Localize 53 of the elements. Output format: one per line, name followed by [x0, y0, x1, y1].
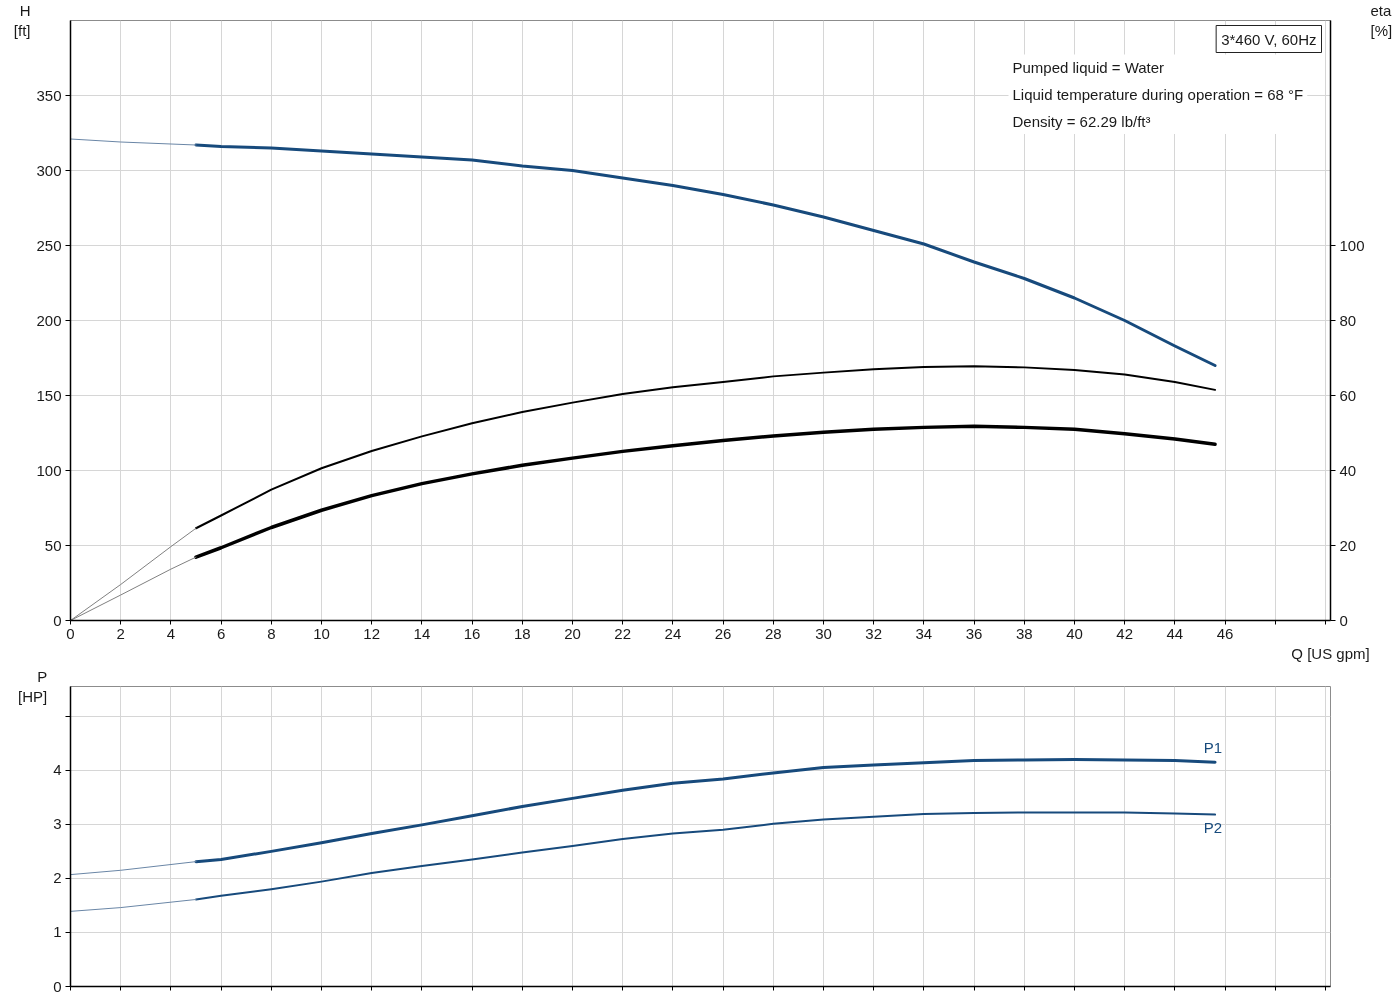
y-tick-label: 4 — [53, 761, 62, 779]
x-tick-label: 14 — [413, 624, 431, 642]
y2-tick-label: 60 — [1339, 386, 1357, 404]
x-tick-label: 20 — [564, 624, 581, 642]
y-tick-label: 3 — [53, 815, 62, 833]
x-tick-label: 12 — [363, 624, 381, 642]
x-tick-label: 8 — [267, 624, 276, 642]
x-tick-label: 34 — [915, 624, 933, 642]
series-label: P2 — [1203, 818, 1223, 836]
x-tick-label: 26 — [714, 624, 732, 642]
y-tick-label: 2 — [53, 869, 62, 887]
x-tick-label: 10 — [313, 624, 330, 642]
x-tick-label: 16 — [463, 624, 481, 642]
y2-tick-label: 20 — [1339, 536, 1357, 554]
y-tick-label: 0 — [53, 977, 62, 995]
x-tick-label: 42 — [1116, 624, 1134, 642]
y2-tick-label: 80 — [1339, 311, 1357, 329]
x-tick-label: 0 — [66, 624, 75, 642]
x-tick-label: 44 — [1166, 624, 1184, 642]
x-tick-label: 46 — [1216, 624, 1234, 642]
x-tick-label: 2 — [116, 624, 125, 642]
x-tick-label: 6 — [216, 624, 226, 642]
y-axis-title: P [HP] — [17, 667, 48, 706]
y2-tick-label: 0 — [1339, 611, 1348, 629]
y-tick-label: 300 — [36, 161, 62, 179]
y-axis-title: H [ft] — [13, 1, 31, 40]
x-tick-label: 38 — [1015, 624, 1033, 642]
x-axis-title: Q [US gpm] — [1291, 644, 1370, 662]
y-tick-label: 1 — [53, 923, 62, 941]
text: 3*460 V, 60Hz — [1221, 30, 1317, 48]
x-tick-label: 28 — [764, 624, 782, 642]
x-tick-label: 4 — [166, 624, 176, 642]
y-tick-label: 50 — [44, 536, 62, 554]
y-tick-label: 0 — [53, 611, 62, 629]
y-tick-label: 200 — [36, 311, 62, 329]
y2-tick-label: 100 — [1339, 236, 1365, 254]
y-tick-label: 150 — [36, 386, 62, 404]
x-tick-label: 30 — [815, 624, 832, 642]
series-label: P1 — [1203, 739, 1223, 757]
y2-axis-title: eta [%] — [1370, 1, 1393, 40]
y-tick-label: 350 — [36, 86, 62, 104]
y-tick-label: 250 — [36, 236, 62, 254]
x-tick-label: 24 — [664, 624, 682, 642]
y-tick-label: 100 — [36, 461, 62, 479]
x-tick-label: 32 — [865, 624, 883, 642]
annotation: Liquid temperature during operation = 68 °F — [1012, 85, 1304, 103]
y2-tick-label: 40 — [1339, 461, 1357, 479]
x-tick-label: 40 — [1066, 624, 1083, 642]
x-tick-label: 18 — [513, 624, 531, 642]
annotation: Pumped liquid = Water — [1012, 58, 1165, 76]
x-tick-label: 36 — [965, 624, 983, 642]
x-tick-label: 22 — [614, 624, 632, 642]
annotation: Density = 62.29 lb/ft³ — [1012, 112, 1151, 130]
